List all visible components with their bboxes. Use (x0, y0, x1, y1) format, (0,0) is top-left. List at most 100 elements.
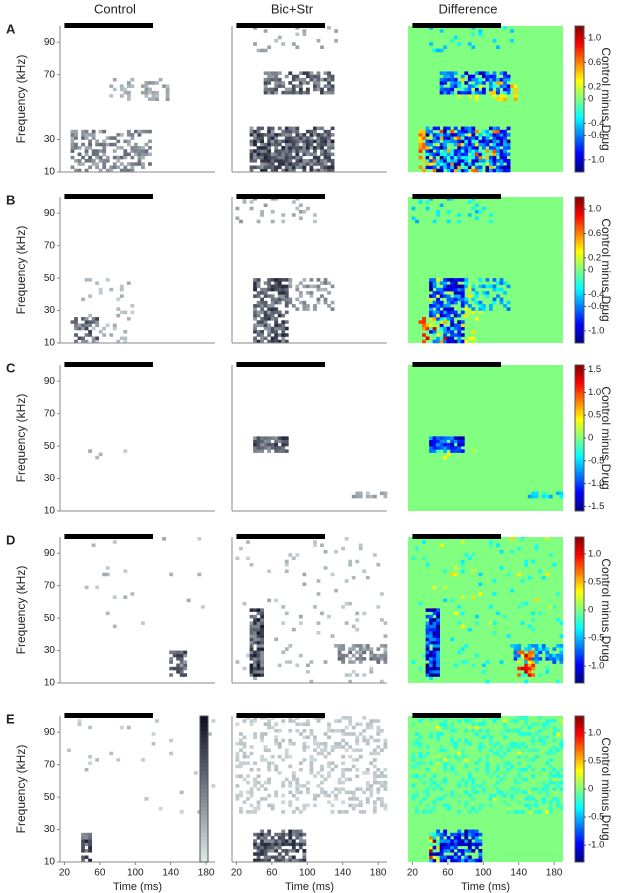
difference-cell (481, 81, 486, 85)
difference-cell (552, 797, 557, 801)
difference-cell (415, 546, 419, 551)
heat-cell (116, 339, 121, 344)
heat-cell (277, 162, 282, 166)
heat-cell (284, 297, 289, 302)
difference-cell (503, 139, 507, 144)
heat-cell (341, 728, 346, 733)
heat-cell (70, 146, 75, 150)
difference-cell (503, 291, 507, 295)
difference-cell (503, 281, 507, 285)
heat-cell (84, 836, 89, 840)
heat-cell (344, 748, 349, 752)
heat-cell (270, 294, 275, 298)
difference-cell (517, 728, 522, 733)
difference-cell (457, 323, 462, 328)
colorbar-segment (575, 737, 584, 741)
difference-cell (474, 784, 479, 788)
difference-cell (478, 735, 483, 740)
difference-cell (432, 653, 437, 658)
heat-cell (288, 297, 293, 302)
colorbar-segment (575, 231, 584, 234)
difference-cell (429, 307, 433, 311)
difference-cell (559, 653, 564, 658)
colorbar-segment (575, 408, 584, 412)
heat-cell (288, 842, 293, 847)
colorbar-segment (575, 301, 584, 305)
heat-cell (260, 644, 265, 648)
difference-cell (450, 764, 455, 769)
difference-cell (443, 598, 448, 603)
heat-cell (379, 748, 384, 752)
difference-cell (503, 728, 507, 733)
heat-cell (133, 142, 138, 147)
difference-cell (453, 281, 458, 285)
difference-cell (429, 614, 433, 619)
difference-cell (531, 774, 536, 778)
heat-cell (123, 149, 128, 153)
heat-cell (298, 829, 303, 834)
heat-cell (281, 139, 286, 144)
heat-cell (253, 858, 257, 863)
difference-cell (439, 320, 444, 324)
difference-cell (443, 133, 448, 137)
difference-cell (436, 666, 441, 671)
difference-cell (425, 323, 430, 328)
difference-cell (492, 592, 497, 596)
heat-cell (302, 152, 307, 157)
heat-cell (334, 797, 338, 801)
colorbar-segment (575, 842, 584, 846)
heat-cell (91, 159, 96, 163)
heat-cell (320, 168, 324, 173)
heat-cell (263, 310, 268, 315)
difference-cell (513, 84, 518, 88)
difference-cell (446, 162, 451, 166)
heat-cell (207, 732, 212, 736)
difference-cell (506, 159, 511, 163)
difference-cell (418, 136, 423, 140)
difference-cell (506, 761, 511, 765)
difference-cell (429, 735, 433, 740)
heat-cell (274, 832, 279, 837)
difference-cell (460, 326, 465, 331)
difference-cell (460, 439, 465, 444)
heat-cell (246, 774, 250, 778)
heat-cell (298, 149, 303, 153)
heat-cell (126, 94, 131, 98)
heat-cell (309, 159, 314, 163)
heat-cell (130, 136, 135, 140)
heat-cell (284, 777, 289, 782)
difference-cell (439, 787, 444, 791)
difference-cell (471, 136, 476, 140)
heat-cell (253, 155, 257, 160)
heat-cell (263, 849, 268, 853)
difference-cell (446, 209, 451, 214)
heat-cell (253, 317, 257, 321)
difference-cell (460, 133, 465, 137)
difference-cell (510, 84, 514, 88)
difference-cell (432, 673, 437, 677)
difference-cell (464, 784, 469, 788)
heat-cell (344, 810, 349, 814)
heat-cell (313, 129, 317, 134)
difference-cell (450, 90, 455, 95)
difference-cell (499, 84, 504, 88)
difference-cell (489, 284, 493, 289)
difference-cell (432, 339, 437, 344)
difference-cell (432, 637, 437, 642)
heat-cell (263, 780, 268, 785)
heat-cell (256, 800, 261, 804)
difference-cell (446, 90, 451, 95)
heat-cell (355, 494, 360, 499)
colorbar-segment (575, 164, 584, 168)
gray-colorbar-segment (200, 847, 208, 852)
colorbar-segment (575, 308, 584, 312)
heat-cell (302, 806, 307, 811)
heat-cell (109, 84, 114, 88)
heat-cell (123, 87, 128, 92)
heat-cell (274, 436, 279, 440)
heat-cell (284, 852, 289, 856)
heat-cell (123, 310, 128, 315)
difference-cell (527, 803, 532, 808)
difference-cell (457, 42, 462, 46)
difference-cell (474, 90, 479, 95)
